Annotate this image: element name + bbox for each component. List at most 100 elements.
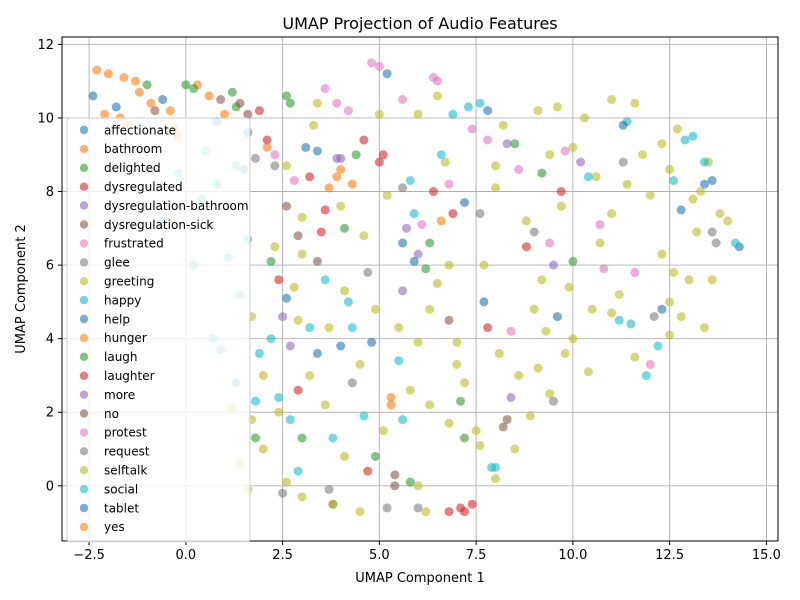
data-point-happy [463, 102, 473, 112]
data-point-selftalk [529, 304, 539, 314]
data-point-more [506, 393, 516, 402]
legend-label: dysregulation-bathroom [104, 199, 249, 213]
legend-label: happy [104, 293, 141, 307]
legend-label: tablet [104, 501, 139, 515]
data-point-selftalk [452, 359, 462, 369]
legend-label: delighted [104, 161, 161, 175]
data-point-dysregulated [254, 106, 264, 116]
legend-marker-laughter [79, 371, 89, 380]
data-point-request [382, 503, 392, 513]
data-point-greeting [355, 359, 365, 369]
data-point-more [402, 223, 411, 233]
data-point-request [251, 153, 260, 163]
data-point-tablet [398, 238, 408, 248]
data-point-greeting [359, 231, 369, 241]
legend-marker-laugh [79, 352, 89, 361]
data-point-greeting [258, 371, 268, 380]
y-tick-label: 2 [46, 406, 54, 421]
data-point-dysregulated [305, 172, 315, 182]
data-point-protest [599, 264, 609, 274]
data-point-help [460, 198, 469, 207]
data-point-greeting [622, 179, 632, 189]
data-point-greeting [378, 426, 388, 436]
legend-marker-help [79, 314, 89, 324]
data-point-frustrated [374, 61, 384, 71]
legend-label: affectionate [104, 123, 176, 137]
data-point-greeting [309, 120, 319, 130]
data-point-bathroom [332, 172, 342, 182]
data-point-frustrated [560, 146, 570, 156]
legend-marker-yes [79, 522, 89, 532]
data-point-social [409, 209, 419, 219]
data-point-greeting [607, 209, 617, 219]
data-point-dysregulation-bathroom [413, 249, 423, 259]
legend-label: hunger [104, 331, 147, 345]
data-point-help [367, 337, 377, 347]
data-point-selftalk [494, 348, 504, 358]
data-point-laughter [556, 187, 566, 196]
data-point-social [448, 109, 458, 119]
data-point-greeting [537, 275, 547, 285]
legend-label: no [104, 407, 119, 421]
legend-label: social [104, 482, 138, 496]
data-point-help [409, 256, 419, 266]
data-point-greeting [556, 201, 566, 211]
data-point-happy [343, 297, 353, 307]
data-point-selftalk [533, 363, 543, 373]
data-point-request [363, 267, 373, 277]
x-tick-label: 5.0 [369, 548, 390, 563]
x-tick-label: −2.5 [73, 548, 105, 563]
data-point-greeting [425, 304, 435, 314]
data-point-selftalk [669, 267, 678, 277]
data-point-yes [262, 142, 272, 152]
y-tick-label: 12 [37, 38, 54, 53]
legend-label: help [104, 312, 130, 326]
data-point-greeting [475, 440, 485, 450]
data-point-delighted [282, 91, 291, 101]
data-point-hunger [220, 109, 230, 119]
y-axis-label: UMAP Component 2 [14, 224, 29, 353]
data-point-dysregulation-bathroom [398, 286, 408, 296]
data-point-laugh [568, 256, 578, 266]
data-point-greeting [413, 109, 423, 119]
data-point-dysregulated [374, 157, 384, 167]
data-point-happy [398, 415, 408, 425]
data-point-glee [398, 183, 408, 193]
data-point-yes [204, 91, 214, 101]
data-point-delighted [537, 168, 547, 178]
data-point-selftalk [568, 334, 578, 344]
data-point-dysregulated [483, 323, 493, 333]
legend-label: bathroom [104, 142, 162, 156]
data-point-frustrated [467, 124, 477, 134]
data-point-laughter [293, 385, 303, 395]
legend: affectionate bathroom delighted dysregulate… [66, 117, 251, 543]
legend-marker-selftalk [79, 466, 89, 475]
data-point-greeting [715, 209, 725, 219]
data-point-no [235, 98, 245, 108]
data-point-request [475, 209, 485, 219]
data-point-dysregulated [359, 135, 369, 145]
data-point-affectionate [707, 176, 717, 185]
data-point-selftalk [413, 481, 423, 491]
data-point-protest [270, 150, 280, 160]
chart-title: UMAP Projection of Audio Features [282, 14, 557, 33]
data-point-help [552, 312, 562, 322]
data-point-selftalk [510, 444, 520, 454]
data-point-greeting [676, 312, 686, 322]
data-point-yes [347, 179, 357, 189]
legend-marker-frustrated [79, 239, 89, 248]
data-point-happy [700, 157, 709, 167]
legend-label: request [104, 445, 150, 459]
data-point-laughter [320, 205, 330, 215]
data-point-greeting [672, 124, 682, 134]
data-point-selftalk [297, 492, 307, 502]
data-point-social [359, 411, 369, 421]
data-point-frustrated [320, 84, 330, 93]
data-point-dysregulated [316, 227, 326, 237]
x-tick-label: 10.0 [558, 548, 587, 563]
data-point-selftalk [297, 212, 307, 222]
data-point-greeting [700, 323, 709, 333]
data-point-social [320, 275, 330, 285]
data-point-more [332, 153, 342, 163]
data-point-greeting [282, 477, 291, 487]
